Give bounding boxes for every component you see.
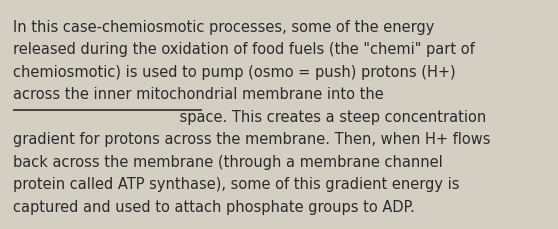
Text: chemiosmotic) is used to pump (osmo = push) protons (H+): chemiosmotic) is used to pump (osmo = pu… (13, 65, 456, 80)
Text: across the inner mitochondrial membrane into the: across the inner mitochondrial membrane … (13, 87, 384, 102)
Text: In this case-chemiosmotic processes, some of the energy: In this case-chemiosmotic processes, som… (13, 20, 434, 35)
Text: space. This creates a steep concentration: space. This creates a steep concentratio… (13, 109, 486, 124)
Text: protein called ATP synthase), some of this gradient energy is: protein called ATP synthase), some of th… (13, 177, 459, 192)
Text: gradient for protons across the membrane. Then, when H+ flows: gradient for protons across the membrane… (13, 132, 490, 147)
Text: captured and used to attach phosphate groups to ADP.: captured and used to attach phosphate gr… (13, 199, 415, 214)
Text: released during the oxidation of food fuels (the "chemi" part of: released during the oxidation of food fu… (13, 42, 475, 57)
Text: back across the membrane (through a membrane channel: back across the membrane (through a memb… (13, 154, 442, 169)
